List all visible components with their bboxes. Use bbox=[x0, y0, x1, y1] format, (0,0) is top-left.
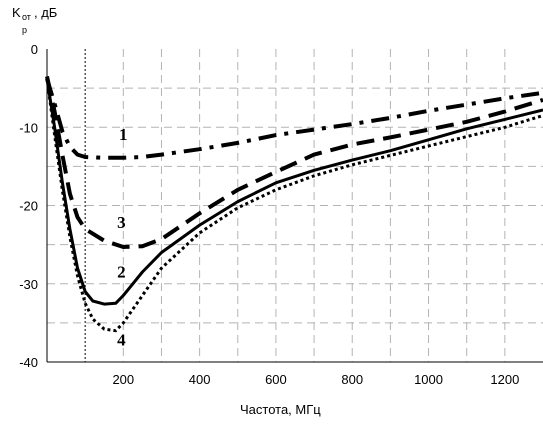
y-tick-label-0: 0 bbox=[31, 42, 38, 57]
series-2-line bbox=[45, 78, 543, 306]
axes bbox=[46, 49, 543, 363]
x-axis-title: Частота, МГц bbox=[240, 402, 321, 417]
y-axis-title-sub-top: от bbox=[22, 12, 31, 22]
y-axis-title: K от р , дБ bbox=[12, 5, 57, 35]
x-tick-label-600: 600 bbox=[265, 372, 287, 387]
y-tick-label--30: -30 bbox=[19, 277, 38, 292]
curves bbox=[45, 75, 543, 333]
grid bbox=[47, 49, 543, 362]
x-tick-label-400: 400 bbox=[189, 372, 211, 387]
y-tick-label--10: -10 bbox=[19, 120, 38, 135]
curve-label-4: 4 bbox=[117, 331, 126, 350]
series-1-line bbox=[45, 78, 543, 160]
y-axis-title-sub-bottom: р bbox=[22, 25, 27, 35]
tick-labels: 200 400 600 800 1000 1200 0 -10 -20 -30 -40 bbox=[19, 42, 519, 387]
x-tick-label-1000: 1000 bbox=[414, 372, 443, 387]
y-axis-title-unit: , дБ bbox=[34, 5, 57, 20]
curve-label-2: 2 bbox=[117, 262, 126, 281]
curve-labels: 1 2 3 4 bbox=[117, 125, 127, 350]
series-3-line bbox=[45, 75, 543, 249]
x-tick-label-1200: 1200 bbox=[490, 372, 519, 387]
curve-label-1: 1 bbox=[119, 125, 128, 144]
x-tick-label-200: 200 bbox=[112, 372, 134, 387]
y-tick-label--40: -40 bbox=[19, 355, 38, 370]
series-4-line bbox=[45, 78, 543, 333]
y-tick-label--20: -20 bbox=[19, 199, 38, 214]
x-tick-label-800: 800 bbox=[341, 372, 363, 387]
y-axis-title-main: K bbox=[12, 5, 21, 20]
curve-label-3: 3 bbox=[117, 213, 126, 232]
